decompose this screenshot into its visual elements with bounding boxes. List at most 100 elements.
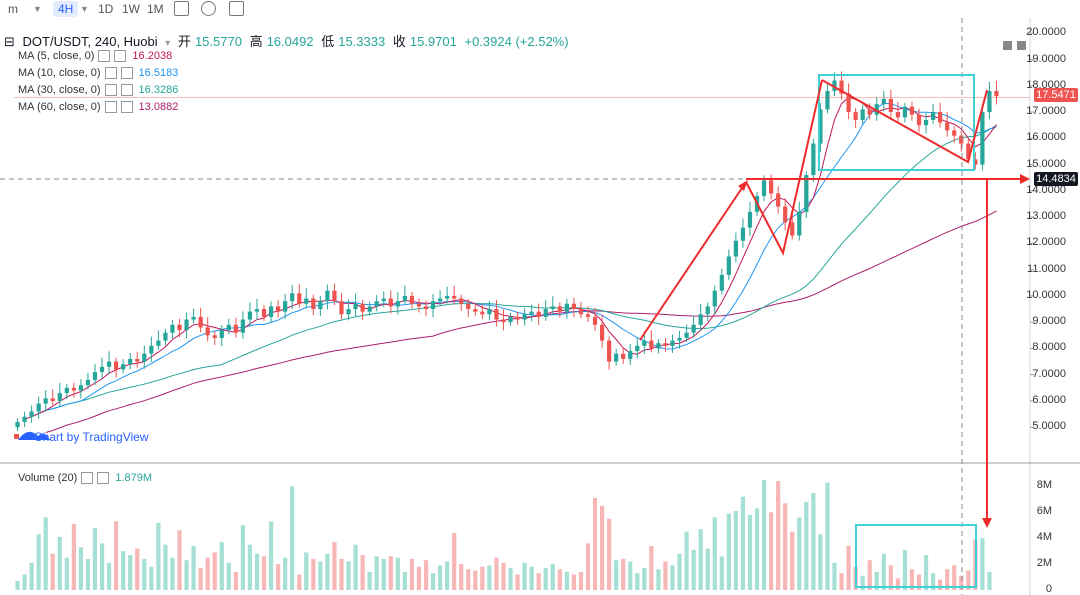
volume-bar <box>163 544 168 590</box>
candle-body <box>712 290 717 307</box>
scale-icon <box>1003 41 1012 50</box>
price-axis-tick: 5.0000 <box>1032 420 1066 433</box>
candle-body <box>198 316 203 328</box>
volume-bar <box>416 566 422 590</box>
change-value: +0.3924 (+2.52%) <box>464 34 569 49</box>
close-icon[interactable] <box>97 472 110 485</box>
volume-bar <box>945 569 950 590</box>
interval-1d[interactable]: 1D <box>98 2 114 16</box>
price-axis-tick: 19.0000 <box>1026 52 1066 65</box>
close-icon[interactable] <box>120 67 133 80</box>
candle-body <box>592 316 598 325</box>
indicator-ma60[interactable]: MA (60, close, 0) 13.0882 <box>18 101 178 114</box>
candle-body <box>733 240 739 257</box>
interval-1w[interactable]: 1W <box>122 2 140 16</box>
settings-icon[interactable] <box>104 84 117 97</box>
candle-body <box>642 340 647 346</box>
candle-body <box>881 98 886 105</box>
volume-bar <box>494 557 499 590</box>
candle-body <box>297 293 302 304</box>
interval-minutes[interactable]: m <box>8 2 18 16</box>
candle-body <box>156 340 161 346</box>
volume-bar <box>473 570 478 590</box>
volume-bar <box>430 573 436 590</box>
volume-bar <box>261 556 267 590</box>
scale-icon <box>1017 41 1026 50</box>
candle-body <box>346 309 351 315</box>
volume-bar <box>508 567 513 590</box>
tradingview-watermark[interactable]: Chart by TradingView <box>34 430 149 444</box>
volume-bar <box>670 565 675 590</box>
settings-icon[interactable] <box>104 67 117 80</box>
candle-body <box>437 298 443 302</box>
chart-type-icon[interactable] <box>174 1 189 16</box>
volume-bar <box>177 530 182 590</box>
candle-body <box>275 306 281 312</box>
chevron-down-icon[interactable]: ▾ <box>165 38 171 49</box>
open-label: 开 <box>177 34 191 49</box>
settings-icon[interactable] <box>201 1 216 16</box>
volume-bar <box>332 542 337 590</box>
volume-bar <box>205 557 210 590</box>
screenshot-icon[interactable] <box>229 1 244 16</box>
crosshair-price-badge: 14.4834 <box>1034 172 1078 186</box>
volume-bar <box>290 486 295 590</box>
close-icon[interactable] <box>120 101 133 114</box>
candle-body <box>761 180 767 197</box>
volume-bar <box>923 555 929 590</box>
interval-1m[interactable]: 1M <box>147 2 164 16</box>
candle-body <box>22 416 27 422</box>
collapse-icon[interactable]: ⊟ <box>4 34 15 49</box>
candle-body <box>226 324 231 331</box>
indicator-label: MA (10, close, 0) <box>18 67 101 79</box>
close-icon[interactable] <box>120 84 133 97</box>
indicator-ma30[interactable]: MA (30, close, 0) 16.3286 <box>18 84 178 97</box>
volume-bar <box>367 571 372 590</box>
candle-body <box>318 301 323 310</box>
candle-body <box>818 109 823 144</box>
volume-bar <box>99 543 105 590</box>
volume-bar <box>818 534 823 590</box>
volume-bar <box>888 565 893 590</box>
candle-body <box>811 143 816 176</box>
settings-icon[interactable] <box>98 50 111 63</box>
volume-bar <box>761 479 767 590</box>
candle-body <box>684 332 689 338</box>
volume-bar <box>705 548 710 590</box>
close-icon[interactable] <box>114 50 127 63</box>
volume-axis-tick: 0 <box>1045 583 1052 595</box>
volume-bar <box>522 562 527 590</box>
settings-icon[interactable] <box>104 101 117 114</box>
indicator-ma5[interactable]: MA (5, close, 0) 16.2038 <box>18 50 172 63</box>
volume-bar <box>677 553 682 590</box>
settings-icon[interactable] <box>81 472 94 485</box>
candle-body <box>966 143 971 160</box>
indicator-ma10[interactable]: MA (10, close, 0) 16.5183 <box>18 67 178 80</box>
volume-indicator[interactable]: Volume (20) 1.879M <box>18 472 152 485</box>
symbol-name[interactable]: DOT/USDT, 240, Huobi <box>22 34 158 49</box>
price-axis-tick: 15.0000 <box>1026 157 1066 170</box>
chevron-down-icon[interactable]: ▼ <box>33 4 42 14</box>
volume-bar <box>860 575 865 590</box>
candle-body <box>409 295 415 304</box>
interval-4h[interactable]: 4H <box>53 1 79 17</box>
candle-body <box>621 353 626 359</box>
chevron-down-icon[interactable]: ▼ <box>80 4 89 14</box>
volume-bar <box>881 553 886 590</box>
candle-body <box>578 309 584 315</box>
volume-axis-tick: 2M <box>1036 557 1052 570</box>
candle-body <box>430 301 436 310</box>
candle-body <box>923 119 929 126</box>
candle-body <box>895 112 900 118</box>
candle-body <box>170 324 175 333</box>
price-axis-tick: 10.0000 <box>1026 288 1066 301</box>
volume-bar <box>297 574 302 590</box>
candle-body <box>867 109 872 115</box>
candle-body <box>212 335 217 338</box>
volume-bar <box>656 569 661 590</box>
volume-bar <box>191 545 196 590</box>
price-axis-tick: 18.0000 <box>1026 78 1066 91</box>
volume-bar <box>247 544 253 590</box>
volume-bar <box>318 561 323 590</box>
